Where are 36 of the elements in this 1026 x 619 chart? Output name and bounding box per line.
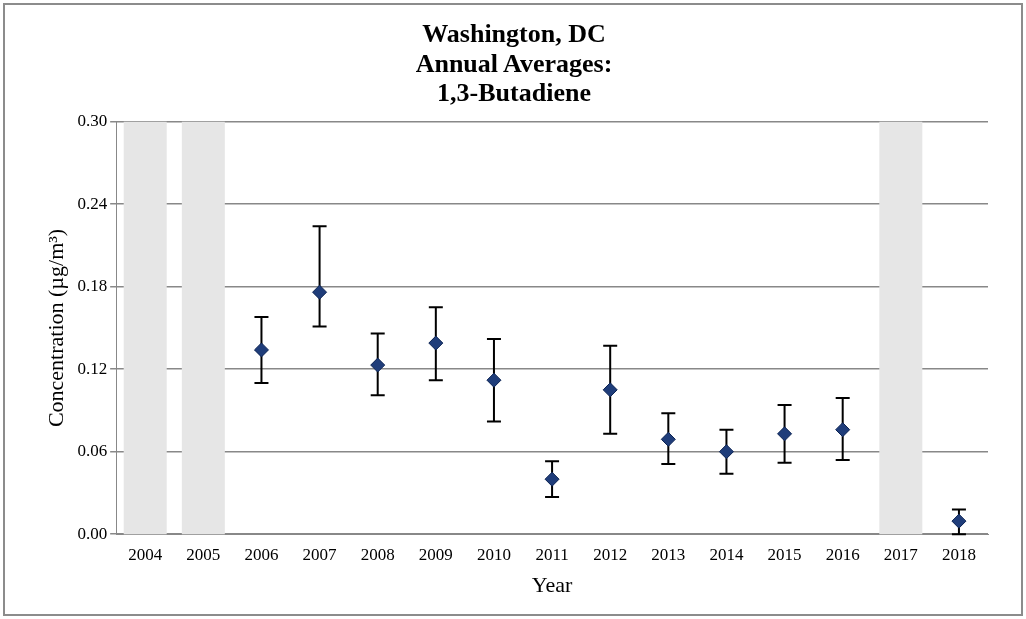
x-tick-label: 2015: [767, 544, 802, 564]
y-tick-label: 0.30: [77, 111, 108, 131]
y-axis-title: Concentration (µg/m³): [42, 228, 68, 428]
x-tick-label: 2014: [709, 544, 744, 564]
point: [602, 382, 618, 398]
y-tick-label: 0.18: [77, 276, 108, 296]
x-tick-label: 2016: [825, 544, 860, 564]
x-tick-label: 2005: [186, 544, 221, 564]
x-tick-label: 2017: [883, 544, 919, 564]
y-tick-label: 0.12: [77, 358, 108, 378]
x-tick-label: 2007: [302, 544, 338, 564]
point: [718, 444, 734, 460]
x-tick-label: 2013: [651, 544, 686, 564]
x-tick-label: 2010: [476, 544, 511, 564]
x-tick-label: 2008: [360, 544, 395, 564]
point: [253, 342, 269, 358]
x-tick-label: 2018: [941, 544, 976, 564]
x-tick-label: 2011: [535, 544, 569, 564]
point: [428, 335, 444, 351]
chart-title: Washington, DC Annual Averages: 1,3-Butadiene: [415, 18, 613, 108]
x-tick-label: 2006: [244, 544, 279, 564]
point: [486, 372, 502, 388]
x-axis-title: Year: [531, 571, 574, 597]
x-tick-label: 2009: [418, 544, 453, 564]
y-tick-label: 0.06: [77, 441, 108, 461]
point: [370, 357, 386, 373]
point: [777, 426, 793, 442]
x-tick-label: 2012: [593, 544, 628, 564]
point: [951, 513, 967, 529]
point: [544, 471, 560, 487]
x-tick-label: 2004: [128, 544, 163, 564]
y-tick-label: 0.24: [77, 193, 108, 213]
point: [312, 284, 328, 300]
point: [835, 422, 851, 438]
y-tick-label: 0.00: [77, 523, 108, 543]
point: [660, 431, 676, 447]
